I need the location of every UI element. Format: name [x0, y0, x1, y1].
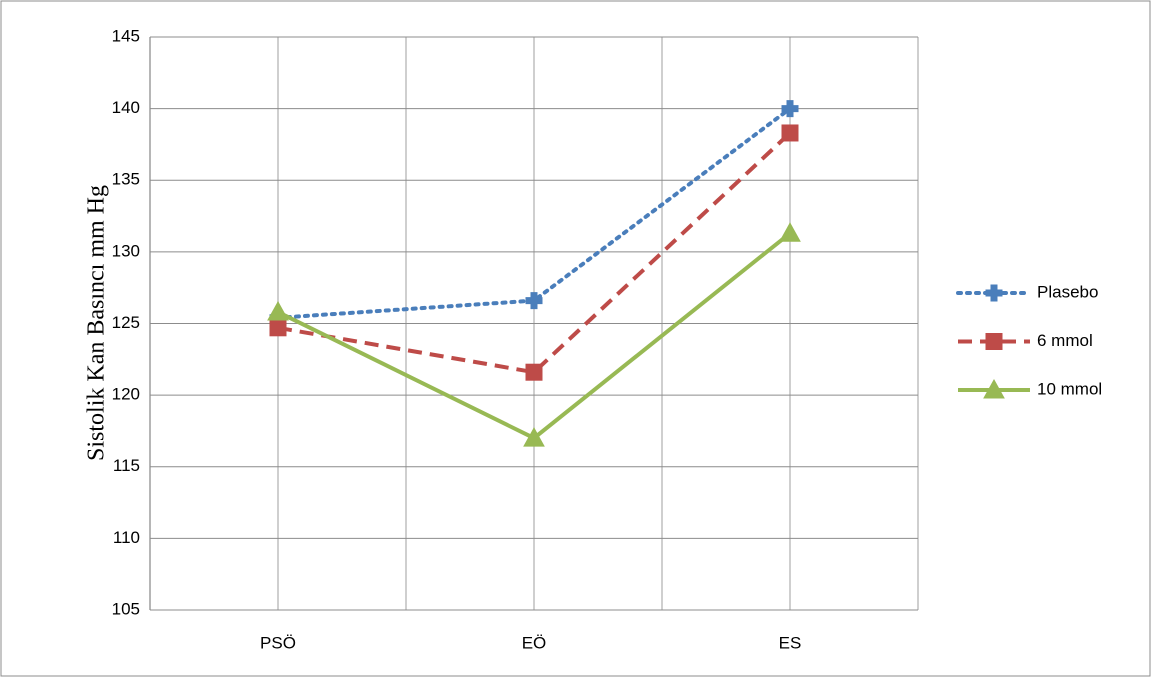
marker: [523, 427, 545, 447]
marker: [267, 301, 289, 321]
legend-marker: [985, 333, 1003, 350]
marker: [781, 124, 799, 142]
marker: [525, 363, 543, 381]
marker: [779, 222, 801, 242]
y-tick-label: 110: [113, 528, 140, 547]
x-tick-label: ES: [779, 633, 802, 652]
marker: [781, 100, 799, 118]
legend-label: 10 mmol: [1037, 379, 1102, 398]
y-tick-label: 115: [113, 456, 140, 475]
y-tick-label: 140: [112, 98, 140, 117]
legend-marker: [985, 284, 1003, 302]
legend-label: 6 mmol: [1037, 331, 1093, 350]
y-axis-label: Sistolik Kan Basıncı mm Hg: [84, 185, 110, 461]
series-line: [277, 131, 792, 375]
marker: [269, 319, 287, 337]
legend-marker: [983, 378, 1005, 399]
x-tick-label: EÖ: [522, 633, 547, 652]
y-tick-label: 105: [112, 599, 140, 618]
marker: [525, 292, 543, 310]
y-tick-label: 125: [112, 313, 140, 332]
y-tick-label: 135: [112, 170, 140, 189]
y-tick-label: 145: [112, 26, 140, 45]
x-tick-label: PSÖ: [260, 633, 296, 652]
y-tick-label: 120: [112, 385, 140, 404]
y-tick-label: 130: [112, 241, 140, 260]
legend-label: Plasebo: [1037, 282, 1098, 301]
